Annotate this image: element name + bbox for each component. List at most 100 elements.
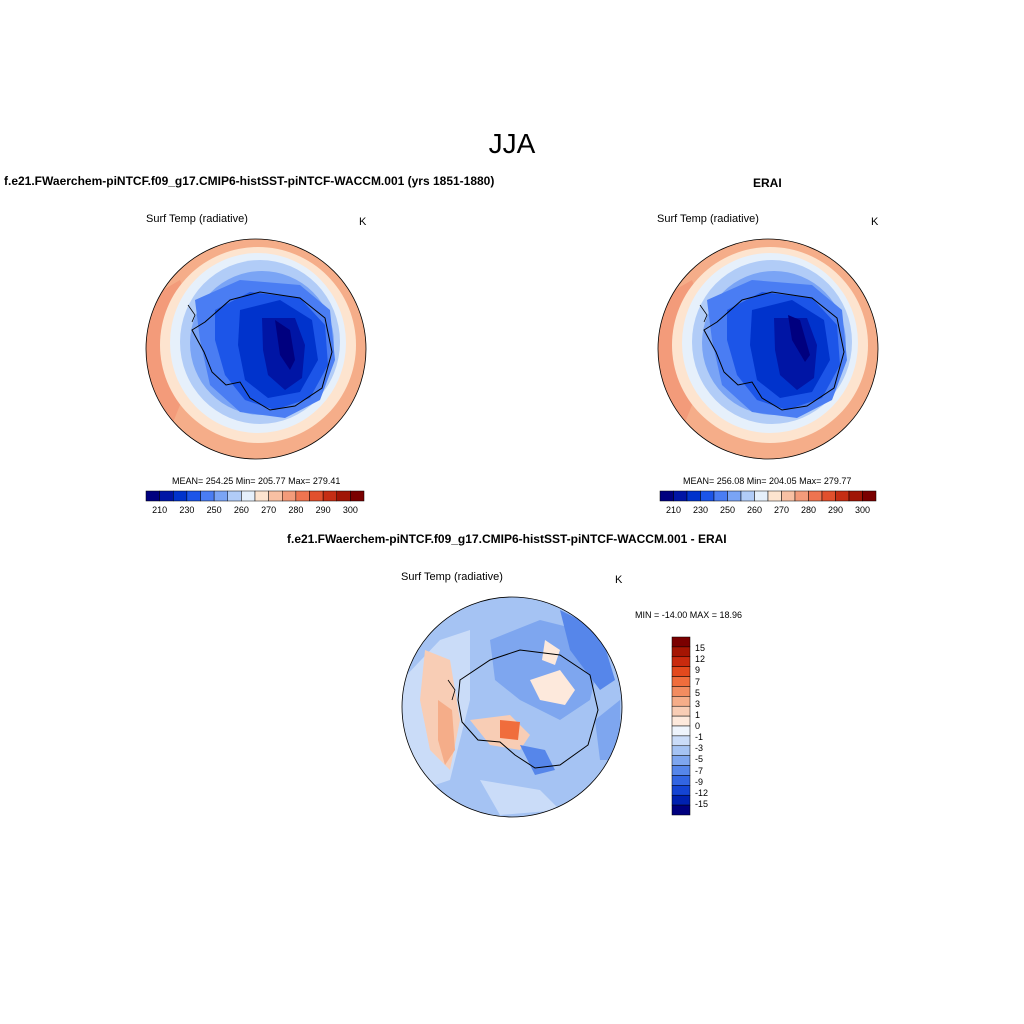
colorbar-swatch [145, 490, 160, 502]
colorbar-swatch [671, 804, 691, 816]
colorbar-swatch [671, 696, 691, 707]
colorbar-tick-label: 230 [692, 505, 709, 515]
panel-3-variable: Surf Temp (radiative) [401, 571, 503, 583]
colorbar-swatch [740, 490, 755, 502]
colorbar-tick-label: -9 [695, 776, 704, 787]
colorbar-swatch [671, 725, 691, 737]
colorbar-swatch [671, 656, 691, 667]
colorbar-tick-label: -12 [695, 787, 709, 798]
colorbar-tick-label: 1 [695, 709, 701, 720]
colorbar-tick-label: 230 [179, 505, 195, 515]
colorbar-swatch [673, 490, 688, 502]
colorbar-tick-label: 9 [695, 665, 701, 676]
colorbar-swatch [848, 490, 863, 502]
colorbar-swatch [671, 775, 691, 786]
colorbar-tick-label: 290 [315, 505, 331, 515]
colorbar-tick-label: 250 [719, 505, 736, 515]
colorbar-swatch [268, 490, 283, 502]
colorbar-swatch [295, 490, 310, 502]
colorbar-tick-label: 15 [695, 643, 706, 654]
colorbar-swatch [713, 490, 728, 502]
panel-2-title: ERAI [753, 176, 782, 190]
colorbar-tick-label: 250 [206, 505, 222, 515]
colorbar-tick-label: 280 [288, 505, 304, 515]
colorbar-tick-label: -7 [695, 765, 704, 776]
colorbar-tick-label: 260 [746, 505, 763, 515]
panel-1-title: f.e21.FWaerchem-piNTCF.f09_g17.CMIP6-his… [4, 174, 495, 188]
colorbar-swatch [671, 705, 691, 717]
colorbar-swatch [671, 755, 691, 766]
panel-1-units: K [359, 216, 367, 228]
colorbar-swatch [781, 490, 796, 502]
colorbar-swatch [767, 490, 782, 502]
panel-1-variable: Surf Temp (radiative) [146, 213, 248, 225]
colorbar-swatch [754, 490, 769, 502]
colorbar-tick-label: 300 [342, 505, 358, 515]
colorbar-tick-label: 12 [695, 654, 706, 665]
colorbar-swatch [821, 490, 836, 502]
colorbar-swatch [671, 676, 691, 687]
colorbar-swatch [808, 490, 823, 502]
colorbar-tick-label: -1 [695, 732, 704, 743]
colorbar-swatch [671, 715, 691, 727]
colorbar-tick-label: 5 [695, 687, 701, 698]
colorbar-swatch [671, 794, 691, 806]
colorbar-tick-label: 210 [152, 505, 168, 515]
colorbar-swatch [659, 490, 674, 502]
panel-3-map [401, 596, 623, 818]
colorbar-tick-label: 270 [261, 505, 277, 515]
colorbar-tick-label: -3 [695, 743, 704, 754]
colorbar-tick-label: 7 [695, 676, 701, 687]
colorbar-swatch [671, 636, 691, 648]
colorbar-swatch [727, 490, 742, 502]
figure-title: JJA [488, 128, 536, 159]
panel-1-map [145, 238, 367, 460]
colorbar-tick-label: 0 [695, 721, 701, 731]
colorbar-swatch [200, 490, 215, 502]
panel-2-map [657, 238, 879, 460]
colorbar-swatch [350, 490, 365, 502]
panel-3-stats: MIN = -14.00 MAX = 18.96 [635, 610, 743, 620]
colorbar-swatch [322, 490, 337, 502]
colorbar-swatch [671, 765, 691, 776]
colorbar-tick-label: 3 [695, 698, 701, 709]
colorbar-swatch [309, 490, 324, 502]
colorbar-swatch [671, 646, 691, 658]
colorbar-panel-2 [659, 490, 877, 502]
colorbar-swatch [254, 490, 269, 502]
panel-2-stats: MEAN= 256.08 Min= 204.05 Max= 279.77 [683, 476, 852, 486]
colorbar-swatch [186, 490, 201, 502]
colorbar-tick-label: -15 [695, 798, 709, 809]
colorbar-swatch [282, 490, 297, 502]
colorbar-swatch [213, 490, 228, 502]
colorbar-swatch [671, 735, 691, 747]
colorbar-tick-label: 300 [854, 505, 871, 515]
colorbar-swatch [671, 785, 691, 796]
panel-2-variable: Surf Temp (radiative) [657, 213, 759, 225]
colorbar-swatch [173, 490, 188, 502]
colorbar-swatch [159, 490, 174, 502]
colorbar-swatch [671, 666, 691, 677]
colorbar-swatch [862, 490, 877, 502]
colorbar-swatch [835, 490, 850, 502]
panel-3-units: K [615, 574, 623, 586]
colorbar-swatch [671, 686, 691, 697]
colorbar-swatch [671, 745, 691, 756]
colorbar-swatch [700, 490, 715, 502]
panel-3-title: f.e21.FWaerchem-piNTCF.f09_g17.CMIP6-his… [287, 532, 727, 546]
colorbar-swatch [227, 490, 242, 502]
colorbar-tick-label: 280 [800, 505, 817, 515]
colorbar-panel-3 [671, 636, 691, 816]
colorbar-tick-label: -5 [695, 754, 704, 765]
colorbar-tick-label: 270 [773, 505, 790, 515]
colorbar-panel-1 [145, 490, 365, 502]
panel-2-units: K [871, 216, 879, 228]
colorbar-tick-label: 260 [233, 505, 249, 515]
colorbar-swatch [794, 490, 809, 502]
colorbar-tick-label: 290 [827, 505, 844, 515]
colorbar-swatch [336, 490, 351, 502]
panel-1-stats: MEAN= 254.25 Min= 205.77 Max= 279.41 [172, 476, 341, 486]
colorbar-swatch [686, 490, 701, 502]
colorbar-swatch [241, 490, 256, 502]
